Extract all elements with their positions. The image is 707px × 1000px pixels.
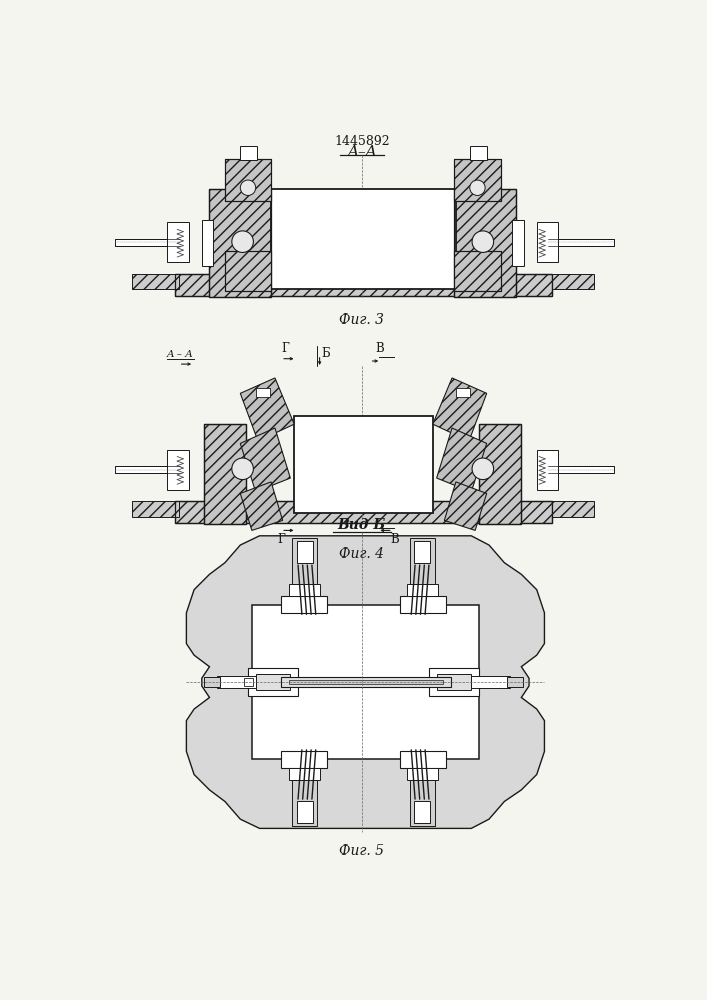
Bar — [252, 605, 479, 759]
Bar — [175, 501, 552, 523]
Text: Г: Г — [281, 342, 289, 355]
Bar — [296, 541, 313, 563]
Bar — [201, 220, 214, 266]
Bar — [399, 751, 446, 768]
Bar — [167, 450, 189, 490]
Text: Б: Б — [321, 347, 330, 360]
Bar — [414, 801, 431, 823]
Polygon shape — [240, 378, 294, 441]
Bar — [479, 424, 521, 524]
Bar — [271, 189, 456, 289]
Bar — [167, 222, 189, 262]
Bar — [411, 780, 435, 826]
Bar — [209, 189, 271, 297]
Bar — [296, 801, 313, 823]
Text: В: В — [390, 533, 399, 546]
Bar — [411, 538, 435, 584]
Bar — [288, 768, 320, 780]
Text: Фиг. 4: Фиг. 4 — [339, 547, 385, 561]
Bar — [204, 424, 247, 524]
Bar — [175, 274, 552, 296]
Bar — [455, 251, 501, 291]
Bar — [549, 239, 614, 246]
Bar — [537, 222, 559, 262]
Bar — [244, 678, 253, 686]
Polygon shape — [187, 536, 544, 828]
Bar — [437, 674, 472, 690]
Bar — [292, 538, 317, 584]
Bar — [552, 501, 595, 517]
Bar — [115, 239, 180, 246]
Bar — [407, 584, 438, 596]
Bar — [469, 146, 486, 160]
Bar — [456, 388, 469, 397]
Bar — [209, 189, 271, 297]
Bar — [399, 596, 446, 613]
Bar — [537, 450, 559, 490]
Bar — [292, 780, 317, 826]
Bar — [414, 541, 431, 563]
Circle shape — [472, 458, 493, 480]
Circle shape — [232, 458, 253, 480]
Bar — [407, 768, 438, 780]
Bar — [455, 251, 501, 291]
Bar — [455, 189, 516, 297]
Bar — [115, 466, 180, 473]
Bar — [455, 158, 501, 201]
Bar — [132, 274, 179, 289]
Bar — [225, 251, 271, 291]
Bar — [281, 751, 327, 768]
Bar — [175, 274, 552, 296]
Polygon shape — [240, 482, 283, 530]
Bar — [281, 596, 327, 613]
Polygon shape — [444, 482, 486, 530]
Bar — [256, 388, 269, 397]
Bar — [204, 677, 219, 687]
Bar — [132, 501, 179, 517]
Bar — [508, 677, 523, 687]
Bar — [455, 158, 501, 201]
Bar — [549, 466, 614, 473]
Bar — [455, 189, 516, 297]
Circle shape — [472, 231, 493, 252]
Text: Фиг. 3: Фиг. 3 — [339, 312, 385, 326]
Text: Вид Б: Вид Б — [338, 518, 386, 532]
Circle shape — [232, 231, 253, 252]
Bar — [294, 416, 433, 513]
Bar — [479, 424, 521, 524]
Polygon shape — [240, 428, 291, 492]
Bar — [175, 501, 552, 523]
Text: A–A: A–A — [347, 145, 377, 159]
Bar — [225, 158, 271, 201]
Bar — [225, 158, 271, 201]
Polygon shape — [433, 378, 486, 441]
Bar — [288, 584, 320, 596]
Circle shape — [240, 180, 256, 195]
Text: A – A: A – A — [167, 350, 194, 359]
Text: В: В — [375, 342, 384, 355]
Text: Г: Г — [277, 533, 285, 546]
Bar — [512, 220, 524, 266]
Bar — [429, 668, 479, 696]
Circle shape — [469, 180, 485, 195]
Text: Фиг. 5: Фиг. 5 — [339, 844, 385, 858]
Bar — [217, 676, 256, 688]
Bar — [281, 677, 450, 687]
Polygon shape — [437, 428, 486, 492]
Bar — [240, 146, 257, 160]
Bar — [288, 680, 443, 684]
Bar — [225, 251, 271, 291]
Bar — [248, 668, 298, 696]
Bar — [552, 274, 595, 289]
Bar — [204, 424, 247, 524]
Text: 1445892: 1445892 — [334, 135, 390, 148]
Bar — [472, 676, 510, 688]
Bar — [256, 674, 291, 690]
